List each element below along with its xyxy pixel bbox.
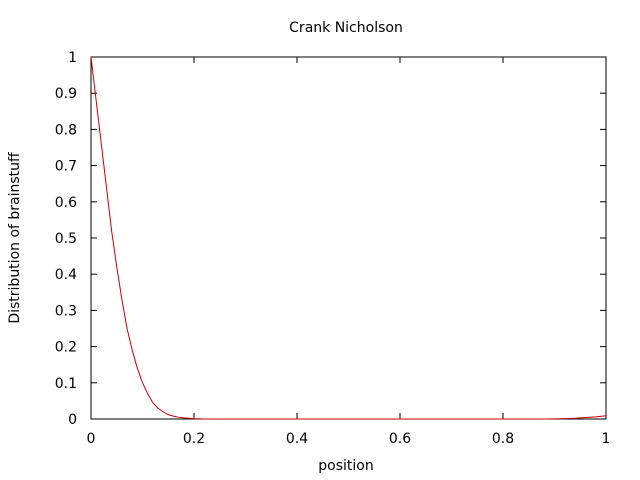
y-tick-label: 0.8 (55, 122, 77, 138)
y-tick-label: 0.1 (55, 376, 77, 392)
y-axis-label: Distribution of brainstuff (7, 152, 23, 324)
y-tick-label: 0.2 (55, 340, 77, 356)
y-tick-label: 0.6 (55, 195, 77, 211)
chart-title: Crank Nicholson (289, 20, 403, 36)
y-tick-label: 0.3 (55, 303, 77, 319)
x-axis-label: position (318, 458, 373, 474)
y-tick-label: 0.9 (55, 86, 77, 102)
x-tick-label: 0.8 (492, 431, 514, 447)
x-tick-label: 0.2 (183, 431, 205, 447)
y-tick-label: 0 (68, 412, 77, 428)
plot-frame (90, 56, 607, 420)
x-tick-label: 1 (602, 431, 611, 447)
x-axis-ticks: 0 0.2 0.4 0.6 0.8 1 (87, 57, 611, 447)
x-tick-label: 0.4 (286, 431, 308, 447)
y-tick-label: 1 (68, 50, 77, 66)
y-tick-label: 0.4 (55, 267, 77, 283)
x-tick-label: 0 (87, 431, 96, 447)
x-tick-label: 0.6 (389, 431, 411, 447)
y-tick-label: 0.7 (55, 159, 77, 175)
y-tick-label: 0.5 (55, 231, 77, 247)
series-line (90, 56, 607, 420)
y-axis-ticks: 0 0.1 0.2 0.3 0.4 0.5 0.6 0.7 0.8 0.9 1 (55, 50, 606, 428)
